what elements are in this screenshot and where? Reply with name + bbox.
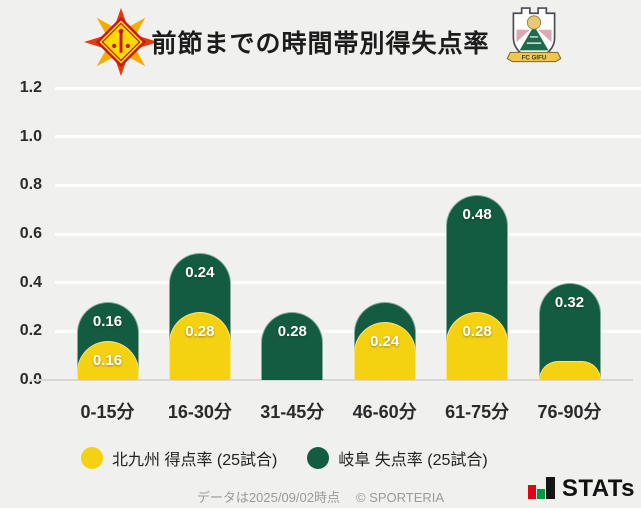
bar-segment-kitakyushu — [168, 311, 231, 380]
gridline — [55, 329, 641, 333]
legend-item-kitakyushu: 北九州 得点率 (25試合) — [81, 446, 277, 470]
stats-brand-logo: STATs — [527, 475, 635, 502]
bar-value-label: 0.16 — [92, 313, 123, 331]
data-date-note: データは2025/09/02時点 — [196, 490, 340, 505]
copyright-text: © SPORTERIA — [355, 490, 445, 505]
gridline — [55, 183, 641, 187]
y-axis-tick-label: 0.8 — [19, 176, 42, 194]
stats-logo-black-bar-icon — [545, 477, 555, 499]
x-axis-baseline — [30, 379, 633, 381]
bar-segment-kitakyushu — [538, 360, 601, 380]
legend-label-kitakyushu: 北九州 得点率 (25試合) — [112, 452, 278, 469]
stats-logo-green-bar-icon — [536, 489, 545, 499]
stats-brand-text: STATs — [561, 475, 635, 502]
legend-swatch-green-icon — [307, 447, 330, 469]
chart-legend: 北九州 得点率 (25試合) 岐阜 失点率 (25試合) — [81, 446, 488, 470]
chart-title: 前節までの時間帯別得失点率 — [151, 30, 490, 58]
x-axis-tick-label: 31-45分 — [260, 402, 325, 422]
stats-logo-red-bar-icon — [527, 485, 536, 499]
x-axis-tick-label: 76-90分 — [537, 402, 602, 422]
bar-value-label: 0.28 — [185, 322, 215, 340]
x-axis-tick-label: 0-15分 — [80, 402, 135, 422]
bar-segment-kitakyushu — [353, 321, 416, 380]
legend-swatch-yellow-icon — [81, 447, 103, 469]
y-axis-tick-label: 1.0 — [19, 127, 42, 145]
bar-value-label: 0.24 — [185, 264, 215, 282]
bar-value-label: 0.16 — [92, 352, 123, 370]
footer-note: データは2025/09/02時点 © SPORTERIA — [0, 487, 641, 506]
y-axis-tick-label: 1.2 — [19, 79, 42, 96]
giravanz-kitakyushu-crest-icon — [84, 7, 158, 77]
y-axis-tick-label: 0.2 — [19, 322, 42, 340]
bar-value-label: 0.32 — [554, 293, 585, 311]
bar-value-label: 0.48 — [462, 206, 492, 224]
bar-value-label: 0.28 — [277, 322, 307, 340]
fc-gifu-banner-text: FC GIFU — [522, 55, 547, 62]
bar-value-label: 0.28 — [462, 322, 492, 340]
legend-item-gifu: 岐阜 失点率 (25試合) — [307, 446, 488, 470]
bar-segment-gifu — [261, 311, 324, 380]
x-axis-tick-label: 16-30分 — [167, 402, 232, 422]
x-axis-tick-label: 46-60分 — [352, 402, 417, 422]
x-axis-tick-label: 61-75分 — [445, 402, 510, 422]
bar-segment-kitakyushu — [446, 311, 509, 380]
gridline — [55, 281, 641, 285]
legend-label-gifu: 岐阜 失点率 (25試合) — [338, 452, 488, 469]
bar-value-label: 0.24 — [370, 332, 400, 350]
y-axis-tick-label: 0.4 — [19, 273, 42, 291]
gridline — [55, 135, 641, 139]
y-axis-tick-label: 0.6 — [19, 225, 42, 242]
gridline — [55, 232, 641, 236]
gridline — [55, 86, 641, 90]
fc-gifu-crest-icon: FC GIFU — [506, 7, 562, 63]
